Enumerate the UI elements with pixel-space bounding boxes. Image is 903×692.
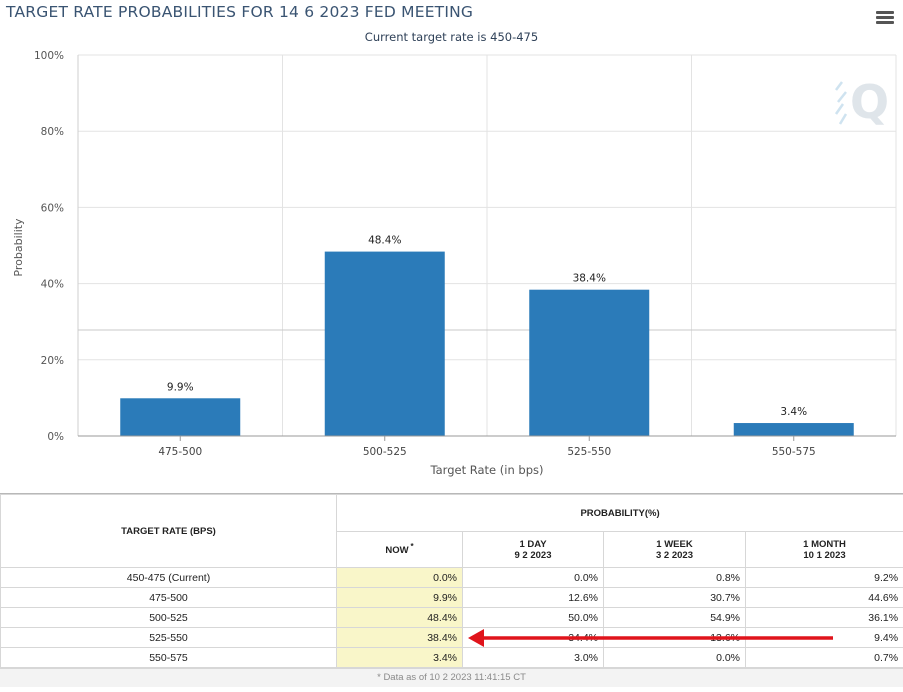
data-label: 48.4%	[368, 235, 401, 247]
now-cell: 38.4%	[336, 627, 463, 648]
table-row: 450-475 (Current) 0.0% 0.0% 0.8% 9.2%	[0, 567, 903, 588]
one-week-cell: 0.8%	[603, 567, 746, 588]
table-row: 525-550 38.4% 34.4% 13.6% 9.4%	[0, 627, 903, 648]
y-tick-label: 80%	[41, 126, 64, 138]
y-axis-title: Probability	[12, 218, 25, 277]
table-row: 500-525 48.4% 50.0% 54.9% 36.1%	[0, 607, 903, 628]
one-month-cell: 0.7%	[744, 647, 903, 668]
svg-text:Q: Q	[850, 75, 889, 129]
header-probability: PROBABILITY(%)	[335, 494, 903, 532]
header-1-day: 1 DAY 9 2 2023	[462, 531, 604, 568]
one-month-cell: 44.6%	[744, 587, 903, 608]
period-label: 1 DAY	[519, 538, 547, 550]
table-row: 475-500 9.9% 12.6% 30.7% 44.6%	[0, 587, 903, 608]
y-tick-label: 20%	[41, 355, 64, 367]
now-cell: 48.4%	[336, 607, 463, 628]
x-axis-title: Target Rate (in bps)	[430, 463, 544, 477]
x-tick-label: 500-525	[363, 446, 407, 458]
one-month-cell: 9.4%	[744, 627, 903, 648]
bar-475-500	[120, 398, 241, 436]
y-tick-label: 60%	[41, 202, 64, 214]
period-date: 10 1 2023	[803, 549, 846, 561]
y-tick-label: 100%	[34, 50, 64, 62]
y-tick-label: 0%	[47, 431, 64, 443]
header-target-rate: TARGET RATE (BPS)	[0, 494, 337, 568]
y-tick-label: 40%	[41, 279, 64, 291]
one-week-cell: 54.9%	[603, 607, 746, 628]
one-week-cell: 30.7%	[603, 587, 746, 608]
x-tick-label: 475-500	[158, 446, 202, 458]
now-cell: 0.0%	[336, 567, 463, 588]
one-day-cell: 0.0%	[462, 567, 604, 588]
now-footnote-mark: *	[410, 542, 414, 552]
period-date: 9 2 2023	[514, 549, 552, 561]
chart-subtitle: Current target rate is 450-475	[364, 30, 539, 44]
period-date: 3 2 2023	[656, 549, 693, 561]
rate-cell: 475-500	[0, 587, 337, 608]
rate-cell: 525-550	[0, 627, 337, 648]
rate-cell: 550-575	[0, 647, 337, 668]
data-label: 9.9%	[167, 381, 194, 393]
one-month-cell: 9.2%	[744, 567, 903, 588]
table-row: 550-575 3.4% 3.0% 0.0% 0.7%	[0, 647, 903, 668]
now-cell: 9.9%	[336, 587, 463, 608]
x-tick-label: 525-550	[567, 446, 611, 458]
data-label: 3.4%	[780, 406, 807, 418]
data-label: 38.4%	[573, 273, 606, 285]
rate-cell: 450-475 (Current)	[0, 567, 337, 588]
one-day-cell: 3.0%	[462, 647, 604, 668]
probability-table: TARGET RATE (BPS) PROBABILITY(%) NOW * 1 …	[0, 494, 903, 668]
one-week-cell: 0.0%	[603, 647, 746, 668]
one-day-cell: 50.0%	[462, 607, 604, 628]
header-now: NOW *	[336, 531, 463, 568]
period-label: 1 WEEK	[656, 538, 693, 550]
x-tick-label: 550-575	[772, 446, 816, 458]
one-week-cell: 13.6%	[603, 627, 746, 648]
now-label: NOW	[385, 545, 409, 557]
bar-chart: 0% 20% 40% 60% 80% 100% Q 9.9% 475-500 48.4% 500-5…	[12, 50, 897, 477]
q-logo-watermark-icon: Q	[834, 75, 889, 129]
now-cell: 3.4%	[336, 647, 463, 668]
bar-500-525	[324, 251, 445, 436]
header-1-month: 1 MONTH 10 1 2023	[744, 531, 903, 568]
one-day-cell: 34.4%	[462, 627, 604, 648]
one-month-cell: 36.1%	[744, 607, 903, 628]
period-label: 1 MONTH	[803, 538, 846, 550]
chart-title: TARGET RATE PROBABILITIES FOR 14 6 2023 …	[6, 3, 474, 21]
header-1-week: 1 WEEK 3 2 2023	[603, 531, 746, 568]
hamburger-menu-icon[interactable]	[876, 11, 894, 25]
one-day-cell: 12.6%	[462, 587, 604, 608]
data-timestamp-footnote: * Data as of 10 2 2023 11:41:15 CT	[0, 668, 903, 687]
section-divider	[0, 493, 903, 494]
bar-550-575	[733, 423, 854, 436]
rate-cell: 500-525	[0, 607, 337, 628]
bar-525-550	[529, 289, 650, 436]
probability-table-section: TARGET RATE (BPS) PROBABILITY(%) NOW * 1 …	[0, 494, 903, 692]
